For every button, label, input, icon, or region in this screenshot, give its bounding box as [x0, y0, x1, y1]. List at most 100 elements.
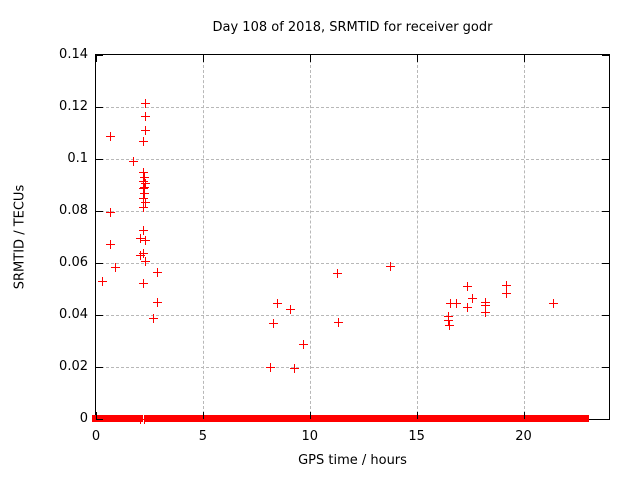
- data-point-marker: [138, 248, 148, 258]
- data-point-marker: [136, 251, 146, 261]
- x-gridline: [523, 55, 525, 419]
- data-point-marker: [463, 303, 473, 313]
- y2-axis-tick: [602, 55, 609, 56]
- data-point-marker: [273, 298, 283, 308]
- y-tick-label: 0.08: [59, 203, 88, 218]
- x-tick-label: 5: [198, 429, 208, 444]
- y-axis-label: SRMTID / TECUs: [12, 184, 28, 290]
- data-point-marker: [153, 297, 163, 307]
- y-gridline: [96, 107, 609, 108]
- data-point-marker: [451, 298, 461, 308]
- baseline-marker-band: [416, 415, 456, 422]
- data-point-marker: [138, 193, 148, 203]
- data-point-marker: [140, 126, 150, 136]
- y-gridline: [96, 263, 609, 264]
- data-point-marker: [139, 182, 149, 192]
- data-point-marker: [446, 298, 456, 308]
- y2-axis-tick: [602, 367, 609, 368]
- y2-axis-tick: [602, 315, 609, 316]
- y-tick-label: 0.1: [67, 151, 88, 166]
- y-axis-tick: [96, 315, 103, 316]
- y-gridline: [96, 159, 609, 160]
- data-point-marker: [467, 293, 477, 303]
- data-point-marker: [140, 98, 150, 108]
- data-point-marker: [140, 112, 150, 122]
- baseline-marker-band: [450, 415, 528, 422]
- data-point-marker: [138, 136, 148, 146]
- data-point-marker: [286, 304, 295, 314]
- x-gridline: [416, 55, 418, 419]
- x-axis-tick: [202, 412, 204, 419]
- data-point-marker: [501, 280, 511, 290]
- data-point-marker: [97, 277, 107, 287]
- baseline-marker-band: [563, 415, 589, 422]
- x-tick-label: 0: [91, 429, 101, 444]
- data-point-marker: [480, 308, 490, 318]
- x2-axis-tick: [96, 55, 97, 62]
- y-axis-tick: [96, 211, 103, 212]
- y-gridline: [96, 315, 609, 316]
- y-tick-label: 0.06: [59, 255, 88, 270]
- x-axis-label: GPS time / hours: [298, 453, 407, 468]
- data-point-marker: [140, 235, 150, 245]
- x-gridline: [309, 55, 311, 419]
- data-point-marker: [139, 173, 149, 183]
- data-point-marker: [265, 362, 275, 372]
- data-point-marker: [501, 289, 511, 299]
- x2-axis-tick: [309, 55, 311, 62]
- data-point-marker: [548, 298, 558, 308]
- data-point-marker: [386, 261, 396, 271]
- data-point-marker: [138, 177, 148, 187]
- baseline-data-point-marker: [139, 414, 149, 424]
- baseline-marker-band: [253, 415, 277, 422]
- x-tick-label: 20: [515, 429, 532, 444]
- data-point-marker: [290, 363, 300, 373]
- y-tick-label: 0.02: [59, 359, 88, 374]
- data-point-marker: [463, 282, 473, 292]
- y-axis-tick: [96, 159, 103, 160]
- data-point-marker: [106, 207, 116, 217]
- data-point-marker: [138, 167, 148, 177]
- data-point-marker: [136, 233, 146, 243]
- data-point-marker: [149, 314, 159, 324]
- x2-axis-tick: [523, 55, 525, 62]
- chart-title: Day 108 of 2018, SRMTID for receiver god…: [212, 20, 493, 35]
- y2-axis-tick: [602, 211, 609, 212]
- data-point-marker: [268, 318, 278, 328]
- data-point-marker: [298, 339, 308, 349]
- y2-axis-tick: [602, 263, 609, 264]
- x-tick-label: 10: [301, 429, 319, 444]
- baseline-marker-band: [522, 415, 556, 422]
- y2-axis-tick: [602, 419, 609, 420]
- x-axis-tick: [523, 412, 525, 419]
- data-point-marker: [444, 316, 454, 326]
- data-point-marker: [128, 156, 138, 166]
- data-point-marker: [480, 300, 490, 310]
- y-axis-tick: [96, 263, 103, 264]
- x-axis-tick: [96, 412, 97, 419]
- data-point-marker: [110, 263, 120, 273]
- data-point-marker: [153, 267, 163, 277]
- baseline-marker-band: [167, 415, 258, 422]
- y2-axis-tick: [602, 159, 609, 160]
- y-gridline: [96, 211, 609, 212]
- y-axis-tick: [96, 367, 103, 368]
- data-point-marker: [138, 226, 148, 235]
- y-tick-label: 0.04: [59, 307, 88, 322]
- y-axis-tick: [96, 419, 103, 420]
- y-axis-tick: [96, 55, 103, 56]
- data-point-marker: [138, 203, 148, 213]
- data-point-marker: [445, 321, 455, 331]
- baseline-marker-band: [143, 415, 173, 422]
- data-point-marker: [138, 278, 148, 288]
- data-point-marker: [140, 198, 150, 208]
- x-gridline: [202, 55, 204, 419]
- baseline-marker-band: [550, 415, 569, 422]
- x-axis-tick: [416, 412, 418, 419]
- plot-area: [92, 54, 610, 424]
- data-point-marker: [140, 179, 150, 189]
- data-point-marker: [138, 184, 148, 194]
- y-axis-tick: [96, 107, 103, 108]
- x-tick-label: 15: [408, 429, 425, 444]
- baseline-marker-band: [318, 415, 419, 422]
